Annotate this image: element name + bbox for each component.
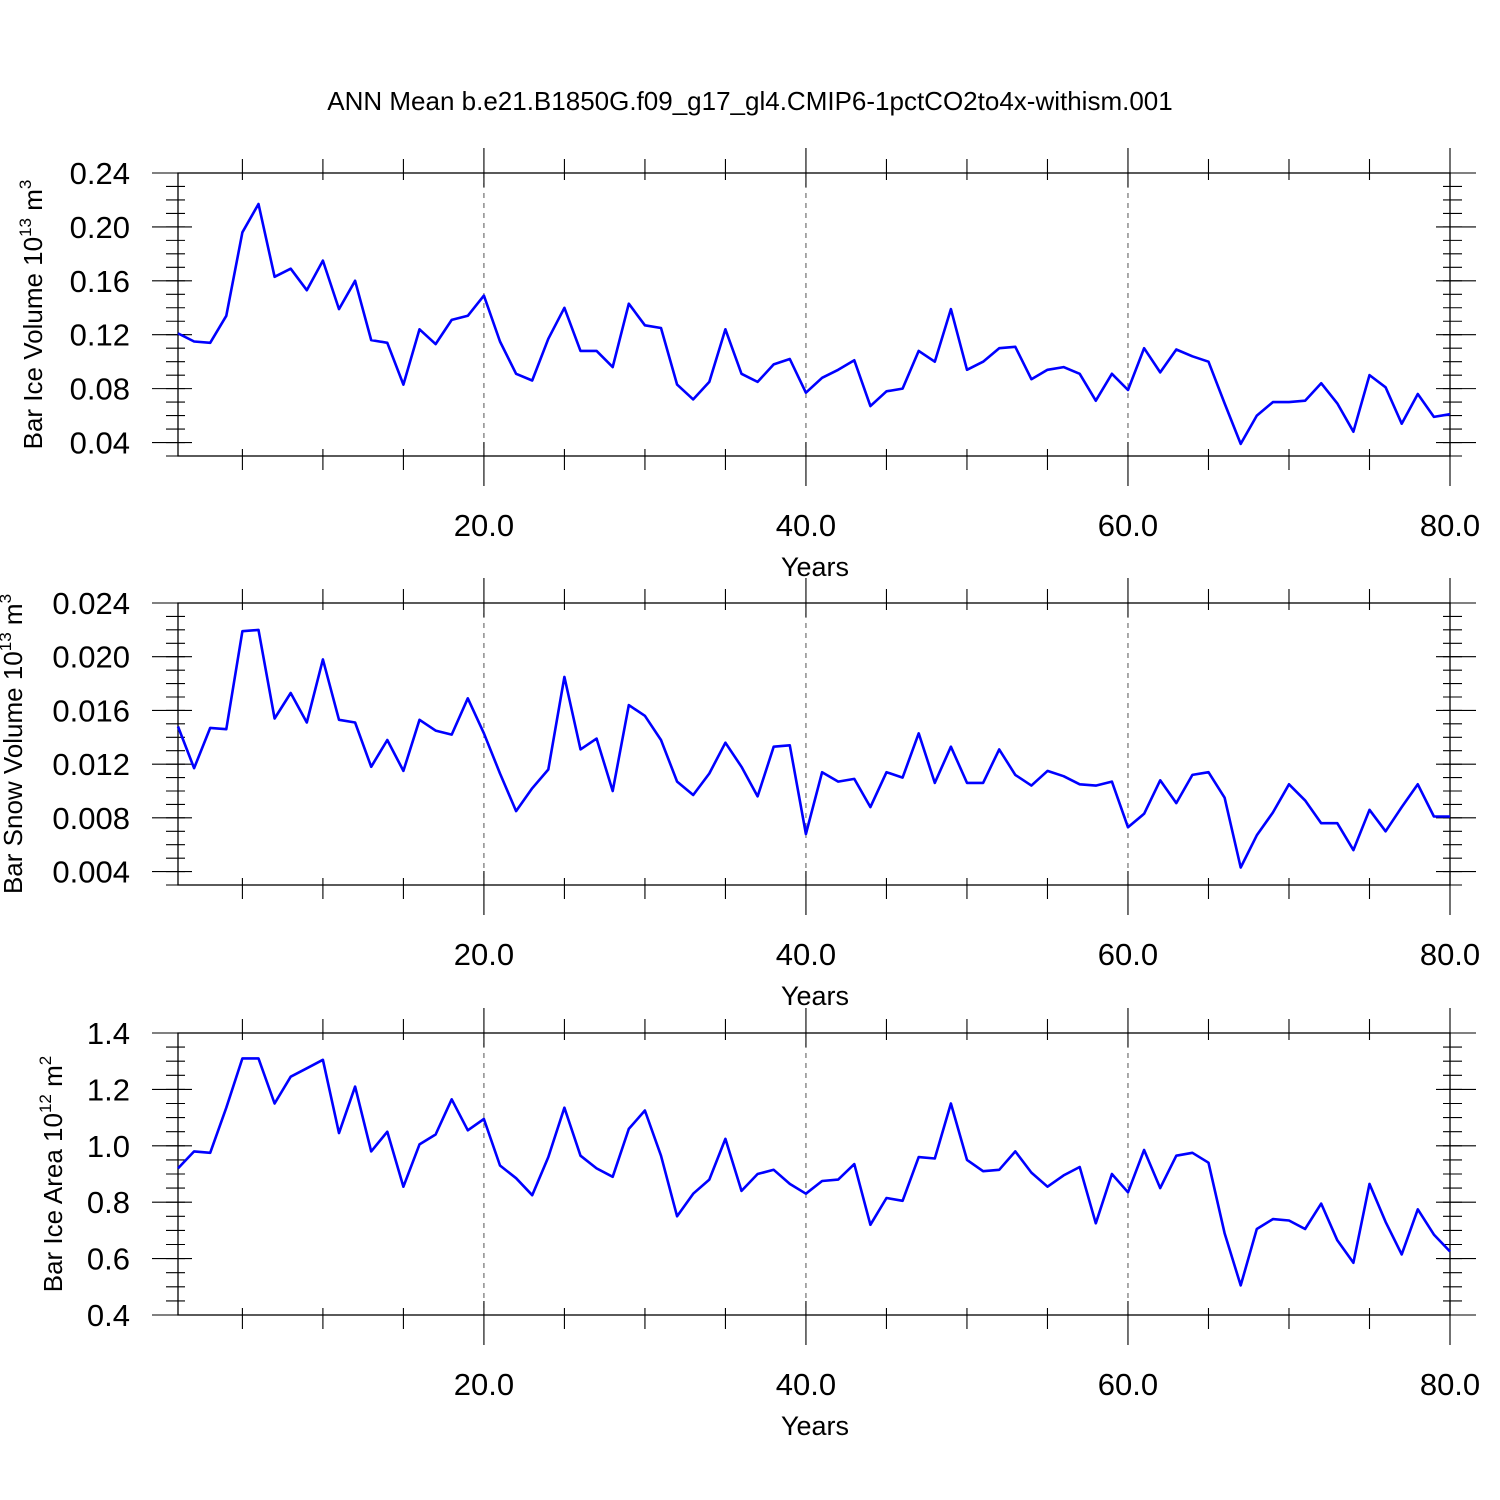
x-tick-label: 40.0 bbox=[776, 508, 836, 543]
panel-bar-ice-volume: 20.0 40.0 60.0 80.0 Years 0.04 0.08 0.12 0.16 0.2… bbox=[16, 148, 1480, 582]
panel-bar-snow-volume: 20.0 40.0 60.0 80.0 Years 0.004 0.008 0.012 0.01… bbox=[0, 578, 1480, 1011]
x-axis-title: Years bbox=[781, 552, 849, 582]
x-tick-label: 80.0 bbox=[1420, 508, 1480, 543]
y-tick-label: 1.2 bbox=[87, 1072, 130, 1107]
y-tick-label: 0.008 bbox=[52, 801, 130, 836]
y-tick-label: 0.004 bbox=[52, 855, 130, 890]
x-tick-label: 80.0 bbox=[1420, 1367, 1480, 1402]
chart-title: ANN Mean b.e21.B1850G.f09_g17_gl4.CMIP6-… bbox=[327, 86, 1172, 116]
x-tick-label: 40.0 bbox=[776, 937, 836, 972]
y-axis-title: Bar Ice Volume 1013 m3 bbox=[16, 180, 48, 450]
x-tick-label: 20.0 bbox=[454, 508, 514, 543]
panel-bar-ice-area: 20.0 40.0 60.0 80.0 Years 0.4 0.6 0.8 1.0 1.2 1.4 B… bbox=[36, 1008, 1480, 1441]
plot-frame bbox=[177, 602, 1451, 886]
y-tick-label: 0.24 bbox=[70, 156, 130, 191]
y-tick-label: 0.16 bbox=[70, 264, 130, 299]
x-axis-title: Years bbox=[781, 1411, 849, 1441]
y-tick-label: 0.04 bbox=[70, 426, 130, 461]
plot-frame bbox=[177, 172, 1451, 457]
x-tick-label: 40.0 bbox=[776, 1367, 836, 1402]
y-tick-label: 1.0 bbox=[87, 1129, 130, 1164]
x-axis-title: Years bbox=[781, 981, 849, 1011]
data-series-line bbox=[177, 202, 1451, 446]
x-tick-label: 80.0 bbox=[1420, 937, 1480, 972]
plot-frame bbox=[177, 1032, 1451, 1316]
y-tick-label: 0.20 bbox=[70, 210, 130, 245]
y-tick-label: 0.12 bbox=[70, 318, 130, 353]
data-series-line bbox=[177, 1057, 1451, 1287]
y-tick-label: 0.020 bbox=[52, 640, 130, 675]
y-tick-label: 0.08 bbox=[70, 372, 130, 407]
y-tick-label: 0.4 bbox=[87, 1298, 130, 1333]
data-series-line bbox=[176, 628, 1450, 869]
x-tick-label: 20.0 bbox=[454, 1367, 514, 1402]
y-axis-title: Bar Ice Area 1012 m2 bbox=[36, 1056, 68, 1293]
y-tick-label: 1.4 bbox=[87, 1016, 130, 1051]
x-tick-label: 60.0 bbox=[1098, 1367, 1158, 1402]
x-tick-label: 60.0 bbox=[1098, 508, 1158, 543]
y-tick-label: 0.8 bbox=[87, 1185, 130, 1220]
x-tick-label: 60.0 bbox=[1098, 937, 1158, 972]
y-tick-label: 0.012 bbox=[52, 747, 130, 782]
y-tick-label: 0.6 bbox=[87, 1242, 130, 1277]
x-tick-label: 20.0 bbox=[454, 937, 514, 972]
y-tick-label: 0.024 bbox=[52, 586, 130, 621]
y-tick-label: 0.016 bbox=[52, 693, 130, 728]
y-axis-title: Bar Snow Volume 1013 m3 bbox=[0, 594, 28, 894]
